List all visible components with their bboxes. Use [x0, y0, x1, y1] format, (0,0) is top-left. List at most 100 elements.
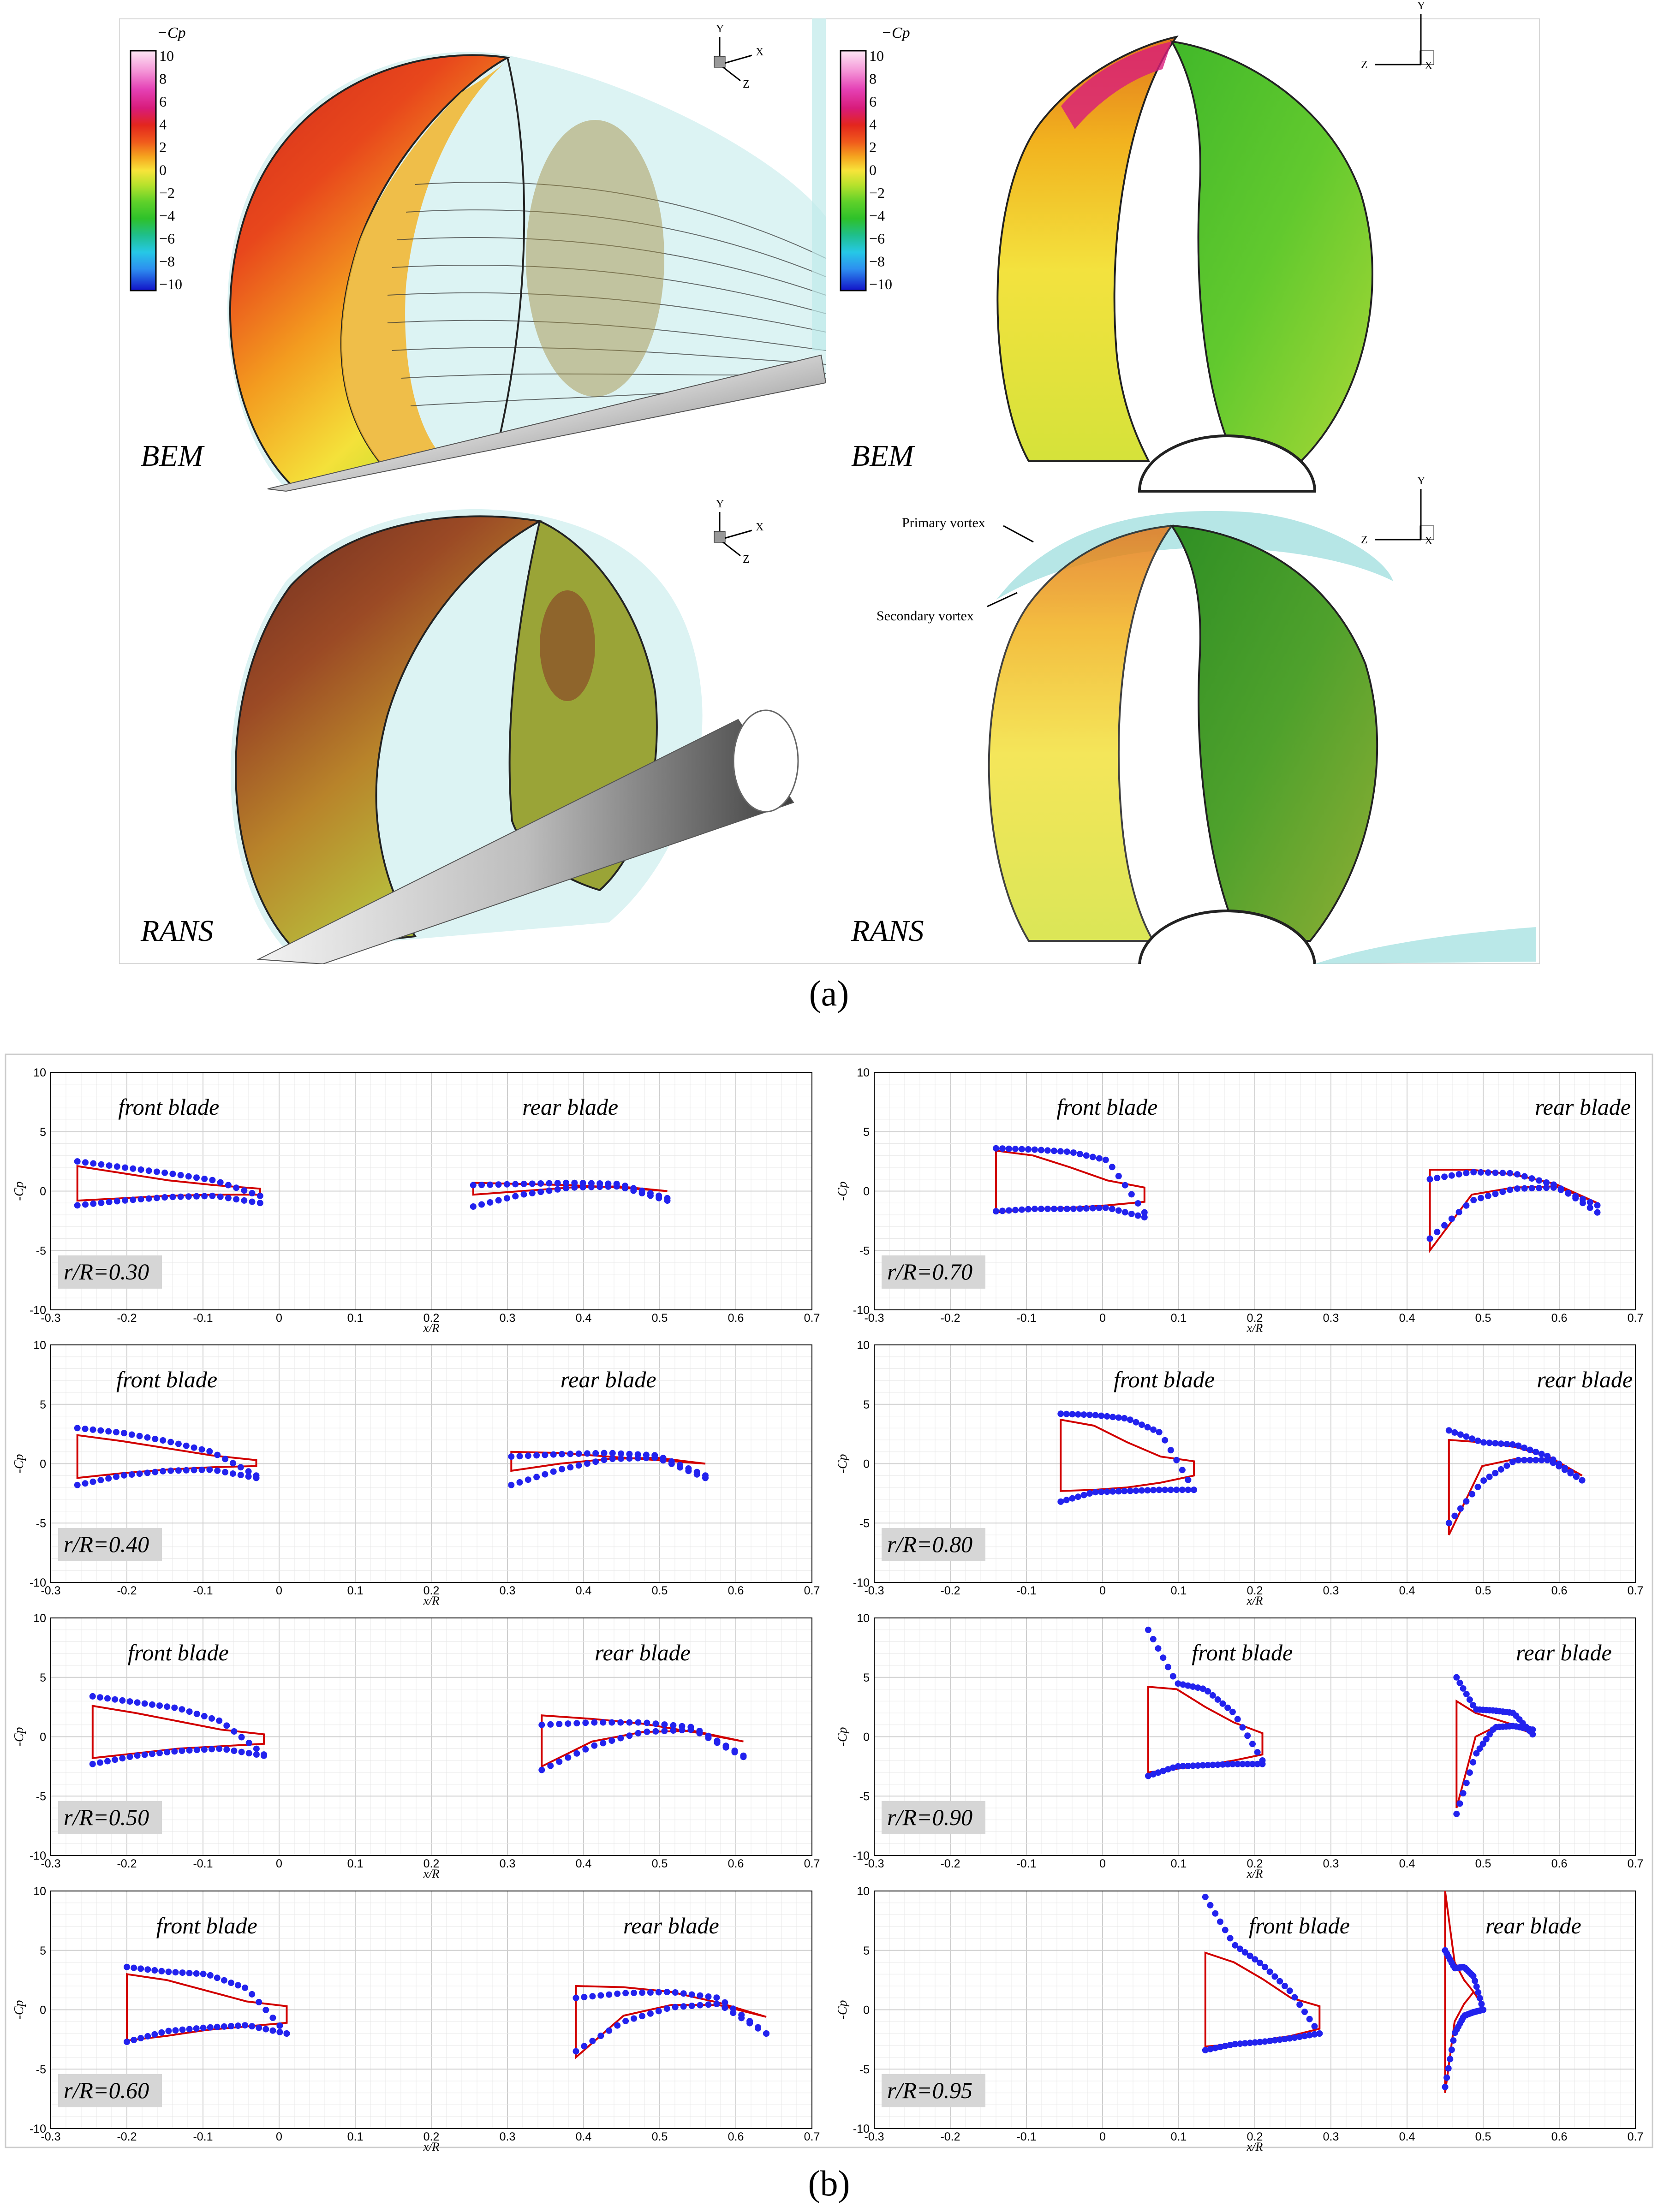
rans-curve	[510, 1451, 706, 1472]
bem-point	[592, 1450, 599, 1457]
bem-point	[559, 1451, 565, 1457]
x-tick-label: 0.4	[576, 2130, 592, 2143]
bem-point	[1497, 1440, 1504, 1447]
bem-point	[1536, 1177, 1543, 1184]
bem-point	[144, 1434, 151, 1441]
bem-point	[156, 1702, 163, 1709]
bem-point	[520, 1180, 527, 1187]
x-tick-label: 0.7	[1628, 1312, 1644, 1325]
radius-badge	[58, 2074, 162, 2107]
bem-point	[130, 1165, 137, 1172]
bem-point	[1089, 1154, 1096, 1160]
bem-point	[601, 1457, 608, 1463]
x-tick-label: 0	[1099, 1857, 1106, 1870]
legend-tick-label: −10	[869, 276, 892, 292]
bem-point	[1266, 1968, 1273, 1975]
plot-frame	[50, 1617, 812, 1856]
bem-point	[1455, 1209, 1462, 1216]
bem-point	[670, 1727, 677, 1734]
x-tick-label: -0.1	[1016, 1312, 1036, 1325]
bem-point	[193, 1711, 200, 1717]
bem-point	[1296, 2034, 1303, 2040]
bem-point	[1448, 1215, 1455, 1222]
bem-point	[1486, 1474, 1493, 1480]
y-tick-label: -5	[36, 1517, 46, 1530]
cp-chart: -0.3 -0.2 -0.1 0 0.1 0.2 0.3 0.4 0.5 0.6 0.7 10 5 0 -5…	[835, 1612, 1643, 1880]
bem-point	[209, 1177, 216, 1183]
x-tick-label: 0.4	[576, 1312, 592, 1325]
axis-label: X	[756, 521, 763, 533]
x-tick-label: -0.3	[41, 1584, 60, 1597]
bem-point	[1426, 1176, 1433, 1183]
bem-point	[1514, 1185, 1521, 1192]
bem-point	[660, 1457, 667, 1464]
bem-point	[547, 1721, 554, 1728]
bem-point	[542, 1471, 549, 1478]
bem-point	[1189, 1762, 1196, 1769]
bem-point	[198, 1446, 205, 1453]
x-tick-label: 0.5	[652, 1857, 668, 1870]
bem-point	[655, 2008, 662, 2015]
bem-point	[626, 1719, 633, 1726]
y-tick-label: -10	[30, 1576, 46, 1589]
y-tick-label: -10	[853, 2123, 870, 2135]
bem-point	[1179, 1487, 1186, 1493]
bem-point	[253, 1751, 260, 1758]
bem-point	[186, 1970, 193, 1976]
rear-blade-label: rear blade	[1485, 1913, 1581, 1938]
x-tick-label: 0.7	[1628, 2130, 1644, 2143]
bem-point	[1565, 1189, 1572, 1196]
x-tick-label: 0.5	[1475, 1857, 1491, 1870]
bem-point	[145, 1195, 152, 1202]
bem-point	[626, 1732, 633, 1739]
bem-point	[567, 1451, 574, 1457]
bem-point	[1025, 1206, 1032, 1213]
bem-point	[746, 2020, 753, 2027]
bem-point	[1515, 1457, 1522, 1463]
bem-point	[537, 1189, 544, 1195]
bem-point	[1214, 1761, 1221, 1768]
bem-point	[74, 1425, 81, 1432]
bem-point	[216, 1717, 223, 1724]
bem-point	[1528, 1185, 1535, 1192]
front-blade-label: front blade	[1056, 1094, 1157, 1120]
bem-point	[1194, 1762, 1201, 1769]
y-axis-label: -Cp	[835, 2000, 850, 2020]
bem-point	[200, 1970, 207, 1977]
bem-point	[1156, 1487, 1163, 1493]
bem-point	[559, 1466, 565, 1473]
bem-point	[1239, 1760, 1246, 1767]
radius-label: r/R=0.30	[64, 1259, 149, 1284]
bem-point	[1127, 1416, 1133, 1423]
x-tick-label: -0.2	[940, 2130, 960, 2143]
bem-point	[249, 1190, 256, 1196]
x-tick-label: 0.2	[423, 1312, 440, 1325]
bem-point	[1529, 1726, 1536, 1733]
bem-point	[1536, 1184, 1543, 1191]
bem-point	[722, 2004, 728, 2011]
bem-point	[1311, 2023, 1318, 2030]
bem-point	[172, 2027, 179, 2034]
x-tick-label: -0.3	[41, 2130, 60, 2143]
bem-point	[89, 1426, 96, 1433]
x-tick-label: 0.3	[500, 1312, 516, 1325]
bem-point	[1529, 1731, 1536, 1738]
y-tick-label: -10	[30, 1849, 46, 1862]
bem-point	[1463, 1170, 1470, 1177]
bem-point	[1212, 1910, 1219, 1917]
bem-point	[167, 1467, 174, 1474]
bem-point	[74, 1202, 81, 1209]
radius-label: r/R=0.50	[64, 1804, 149, 1830]
bem-point	[1507, 1170, 1514, 1177]
bem-point	[183, 1467, 190, 1474]
bem-point	[1031, 1146, 1038, 1153]
bem-point	[153, 1168, 160, 1175]
bem-point	[1457, 1431, 1464, 1438]
legend-tick-label: −4	[159, 208, 175, 224]
bem-point	[175, 1467, 182, 1474]
bem-point	[1006, 1145, 1012, 1152]
bem-point	[1246, 1952, 1253, 1959]
bem-point	[1031, 1206, 1038, 1213]
legend-tick-label: 10	[159, 48, 174, 64]
bem-point	[1175, 1680, 1181, 1687]
